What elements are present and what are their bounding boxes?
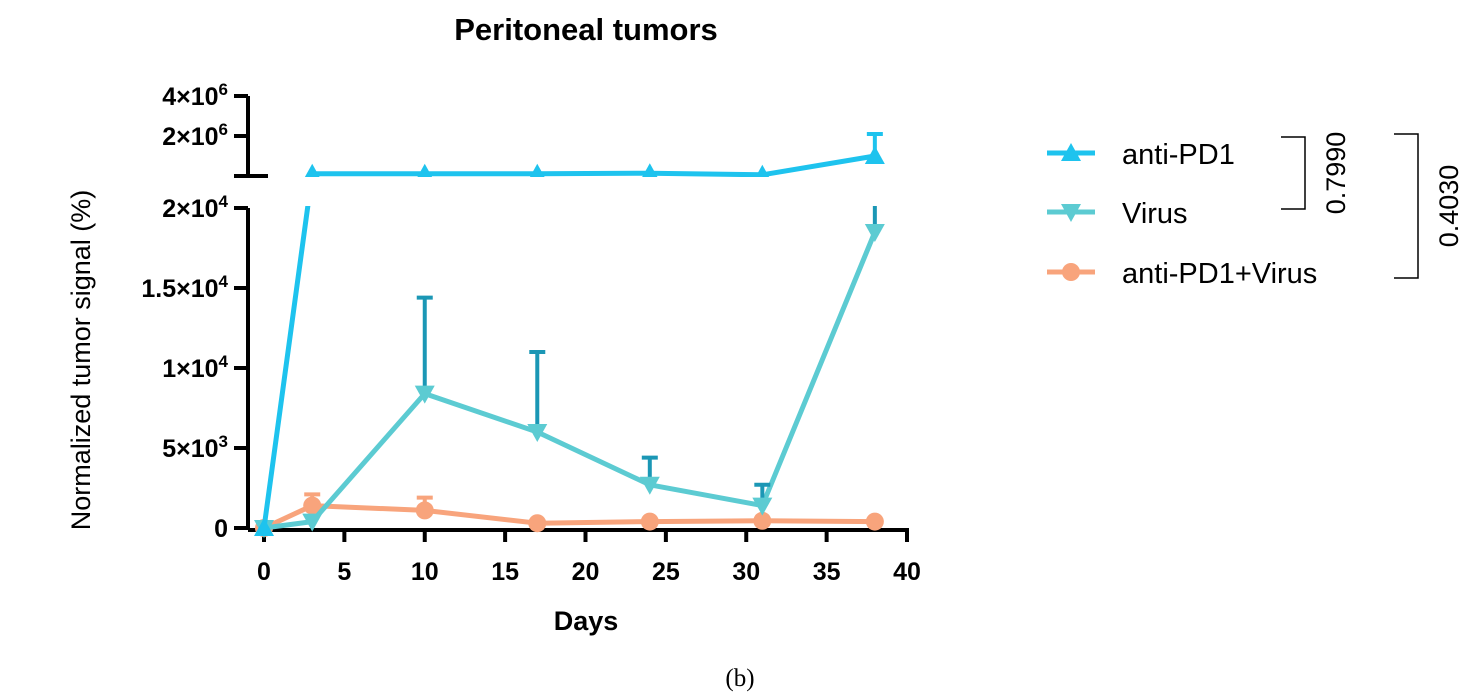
- anti-pd1-point: [864, 146, 885, 164]
- virus-point: [864, 224, 885, 242]
- virus-line: [263, 231, 878, 531]
- y-lower-tick-label: 2×104: [162, 192, 228, 223]
- y-lower-tick-label: 1.5×104: [141, 272, 228, 303]
- anti-pd1-point: [304, 163, 320, 177]
- x-tick-label: 10: [411, 558, 439, 586]
- comparison-bracket: [1394, 133, 1419, 279]
- y-lower-tick-label: 1×104: [162, 352, 228, 383]
- legend-anti-pd1-label: anti-PD1: [1122, 139, 1235, 171]
- virus-line: [264, 232, 875, 528]
- virus-point: [752, 497, 773, 516]
- x-tick-label: 35: [813, 558, 841, 586]
- y-upper-tick-label: 2×106: [162, 120, 228, 151]
- legend-virus-label: Virus: [1122, 198, 1188, 230]
- y-lower-tick-label: 0: [214, 515, 228, 543]
- legend-anti-pd1-virus-label: anti-PD1+Virus: [1122, 258, 1317, 290]
- y-lower-tick-label: 5×103: [162, 432, 228, 463]
- anti-pd1-virus-line: [262, 503, 875, 531]
- anti-pd1-point: [755, 164, 770, 177]
- figure-caption: (b): [725, 665, 754, 692]
- virus-point: [527, 424, 548, 442]
- x-tick-label: 0: [257, 558, 271, 586]
- anti-pd1-virus-point: [865, 512, 884, 531]
- virus-point: [414, 385, 435, 404]
- anti-pd1-virus-point: [528, 514, 547, 533]
- anti-pd1-virus-point: [753, 511, 772, 530]
- x-tick-label: 30: [732, 558, 760, 586]
- anti-pd1-point: [417, 163, 433, 177]
- x-tick-label: 25: [652, 558, 680, 586]
- anti-pd1-virus-point: [640, 512, 659, 531]
- anti-pd1-virus-point: [415, 501, 434, 520]
- x-axis-label: Days: [554, 606, 619, 636]
- comparison-bracket: [1281, 136, 1306, 210]
- anti-pd1-point: [529, 163, 545, 177]
- x-tick-label: 20: [572, 558, 600, 586]
- x-tick-label: 40: [893, 558, 921, 586]
- x-tick-label: 5: [337, 558, 351, 586]
- virus-point: [639, 476, 660, 495]
- chart-title: Peritoneal tumors: [454, 12, 718, 47]
- legend-anti-pd1-marker: [1061, 143, 1081, 161]
- virus-point: [302, 513, 323, 532]
- p-value-label: 0.7990: [1321, 132, 1351, 215]
- y-upper-tick-label: 4×106: [162, 80, 228, 111]
- anti-pd1-virus-point: [303, 496, 322, 515]
- anti-pd1-point: [642, 163, 658, 177]
- legend-anti-pd1-virus-marker: [1062, 263, 1080, 281]
- legend-virus-marker: [1061, 204, 1081, 222]
- anti-pd1-point: [254, 518, 274, 536]
- y-axis-label: Normalized tumor signal (%): [66, 190, 96, 531]
- p-value-label: 0.4030: [1434, 165, 1464, 248]
- x-tick-label: 15: [491, 558, 519, 586]
